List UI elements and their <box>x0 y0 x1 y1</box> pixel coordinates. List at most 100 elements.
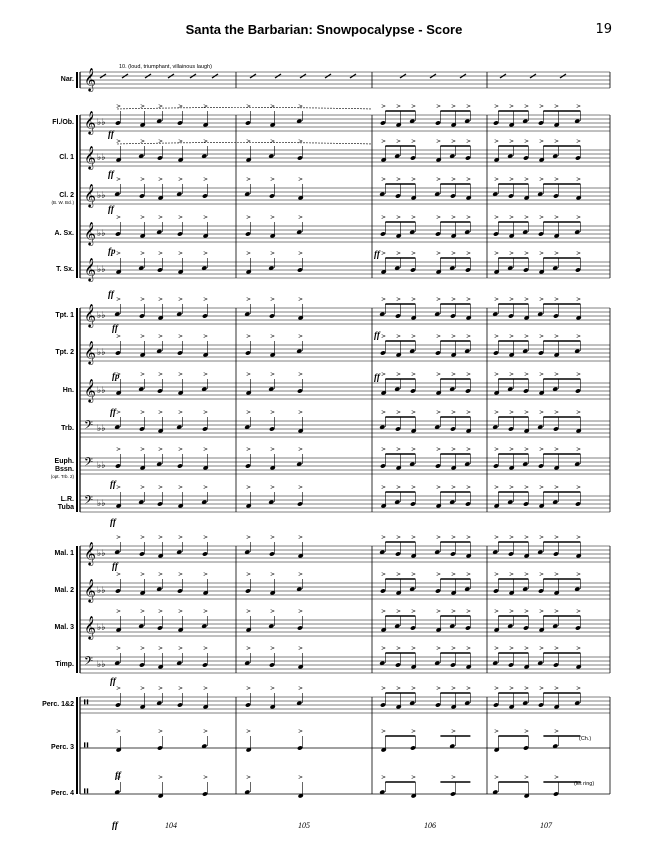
slash-notation <box>459 73 467 79</box>
accent-mark: > <box>298 138 303 145</box>
dynamic-marking: ff <box>110 676 117 686</box>
note-head <box>451 590 457 595</box>
note-head <box>451 352 457 357</box>
accent-mark: > <box>270 571 275 578</box>
accent-mark: > <box>539 371 544 378</box>
note-head <box>178 390 184 395</box>
accent-mark: > <box>116 333 121 340</box>
accent-mark: > <box>203 645 208 652</box>
note-head <box>409 462 415 467</box>
note-head <box>158 195 164 200</box>
note-head <box>157 156 163 160</box>
accent-mark: > <box>116 484 121 491</box>
accent-mark: > <box>203 774 208 781</box>
accent-mark: > <box>494 484 499 491</box>
accent-mark: > <box>509 214 514 221</box>
note-head <box>464 462 470 467</box>
accent-mark: > <box>246 685 251 692</box>
accent-mark: > <box>451 645 456 652</box>
note-head <box>410 389 416 393</box>
accent-mark: > <box>554 728 559 735</box>
accent-mark: > <box>576 571 581 578</box>
note-head <box>380 589 386 593</box>
page-number: 19 <box>595 22 612 37</box>
slash-notation <box>429 73 437 79</box>
accent-mark: > <box>436 446 441 453</box>
note-head <box>493 121 499 125</box>
accent-mark: > <box>270 333 275 340</box>
accent-mark: > <box>411 685 416 692</box>
note-head <box>508 552 514 556</box>
accent-mark: > <box>396 409 401 416</box>
accent-mark: > <box>524 571 529 578</box>
note-head <box>268 154 274 159</box>
accent-mark: > <box>178 250 183 257</box>
accent-mark: > <box>509 409 514 416</box>
note-head <box>522 462 528 467</box>
accent-mark: > <box>524 774 529 781</box>
flat-icon: ♭♭ <box>97 265 106 275</box>
note-head <box>138 154 144 159</box>
note-head <box>298 428 304 433</box>
note-head <box>379 312 385 317</box>
note-head <box>492 661 498 666</box>
note-head <box>177 121 183 125</box>
note-head <box>244 425 250 430</box>
accent-mark: > <box>140 645 145 652</box>
note-head <box>465 502 471 506</box>
accent-mark: > <box>451 608 456 615</box>
note-head <box>139 314 145 318</box>
accent-mark: > <box>539 250 544 257</box>
accent-mark: > <box>509 534 514 541</box>
note-head <box>298 315 304 320</box>
accent-mark: > <box>178 484 183 491</box>
note-head <box>575 156 581 160</box>
accent-mark: > <box>466 333 471 340</box>
accent-mark: > <box>396 484 401 491</box>
note-head <box>176 550 182 555</box>
note-head <box>178 627 184 632</box>
note-head <box>114 192 120 197</box>
slash-notation <box>399 73 407 79</box>
accent-mark: > <box>509 608 514 615</box>
accent-mark: > <box>178 645 183 652</box>
accent-mark: > <box>381 645 386 652</box>
accent-mark: > <box>298 409 303 416</box>
accent-mark: > <box>298 446 303 453</box>
flat-icon: ♭♭ <box>97 499 106 509</box>
clef-icon: 𝄞 <box>84 221 96 246</box>
accent-mark: > <box>509 371 514 378</box>
accent-mark: > <box>411 534 416 541</box>
note-head <box>436 503 442 508</box>
accent-mark: > <box>270 534 275 541</box>
accent-mark: > <box>451 296 456 303</box>
accent-mark: > <box>246 250 251 257</box>
note-head <box>574 701 580 706</box>
flat-icon: ♭♭ <box>97 191 106 201</box>
accent-mark: > <box>381 728 386 735</box>
note-head <box>576 315 582 320</box>
accent-mark: > <box>381 774 386 781</box>
note-head <box>177 589 183 593</box>
accent-mark: > <box>158 176 163 183</box>
accent-mark: > <box>451 571 456 578</box>
accent-mark: > <box>140 685 145 692</box>
accent-mark: > <box>140 371 145 378</box>
note-head <box>466 315 472 320</box>
accent-mark: > <box>524 685 529 692</box>
accent-mark: > <box>509 685 514 692</box>
note-head <box>396 122 402 127</box>
accent-mark: > <box>539 176 544 183</box>
accent-mark: > <box>411 333 416 340</box>
accent-mark: > <box>203 296 208 303</box>
note-head <box>380 703 386 707</box>
accent-mark: > <box>140 333 145 340</box>
instrument-label: Hn. <box>62 387 74 394</box>
accent-mark: > <box>576 371 581 378</box>
note-head <box>464 230 470 235</box>
note-head <box>494 390 500 395</box>
note-head <box>268 624 274 629</box>
accent-mark: > <box>381 296 386 303</box>
note-head <box>524 793 530 798</box>
note-head <box>201 266 207 271</box>
